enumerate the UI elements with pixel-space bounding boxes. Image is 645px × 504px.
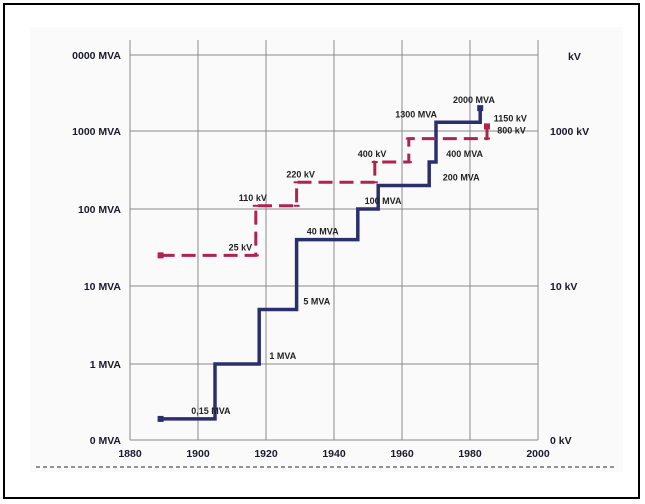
data-annotation: 800 kV: [497, 126, 526, 136]
data-annotation: 200 MVA: [443, 173, 480, 183]
y-right-tick-label: 1000 kV: [550, 126, 589, 138]
y-right-tick-label: 0 kV: [550, 435, 572, 447]
series-0-start-marker: [157, 415, 164, 422]
y-right-tick-label: 10 kV: [550, 281, 577, 293]
data-annotation: 40 MVA: [307, 227, 339, 237]
x-tick-label: 1900: [186, 448, 210, 460]
data-annotation: 1300 MVA: [395, 109, 437, 119]
grid: [36, 40, 616, 468]
series-0-end-marker: [477, 105, 484, 112]
plot-card: [30, 27, 623, 472]
data-annotation: 5 MVA: [303, 296, 330, 306]
data-annotation: 100 MVA: [365, 196, 402, 206]
data-annotation: 2000 MVA: [453, 95, 495, 105]
data-annotation: 0,15 MVA: [191, 406, 231, 416]
y-left-tick-label: 0 MVA: [90, 435, 122, 447]
y-left-tick-label: 1 MVA: [90, 359, 122, 371]
x-tick-label: 1960: [390, 448, 414, 460]
data-annotation: 1 MVA: [269, 351, 296, 361]
x-tick-label: 1940: [322, 448, 346, 460]
y-right-unit-label: kV: [568, 51, 581, 63]
x-tick-label: 1980: [458, 448, 482, 460]
y-left-tick-label: 100 MVA: [78, 204, 121, 216]
tick-labels: 0 MVA 1 MVA 10 MVA 100 MVA 1000 MVA 0000 MVA k…: [72, 50, 589, 460]
data-annotation: 1150 kV: [494, 113, 527, 123]
data-annotation: 25 kV: [229, 242, 253, 252]
y-left-tick-label: 10 MVA: [84, 281, 122, 293]
data-annotation: 110 kV: [239, 193, 267, 203]
data-annotation: 220 kV: [286, 169, 315, 179]
y-left-tick-label: 0000 MVA: [72, 50, 121, 62]
chart-frame: [3, 3, 640, 499]
series-0-line: [160, 108, 482, 421]
x-tick-label: 1920: [254, 448, 278, 460]
annotations: 0,15 MVA 1 MVA 5 MVA 40 MVA 100 MVA 200 MVA 40…: [191, 95, 527, 416]
x-tick-label: 1880: [118, 448, 142, 460]
data-annotation: 400 MVA: [446, 149, 483, 159]
series-1-start-marker: [157, 252, 164, 259]
series-layer: [157, 105, 490, 422]
y-left-tick-label: 1000 MVA: [72, 126, 121, 138]
data-annotation: 400 kV: [358, 149, 387, 159]
x-tick-label: 2000: [526, 448, 550, 460]
